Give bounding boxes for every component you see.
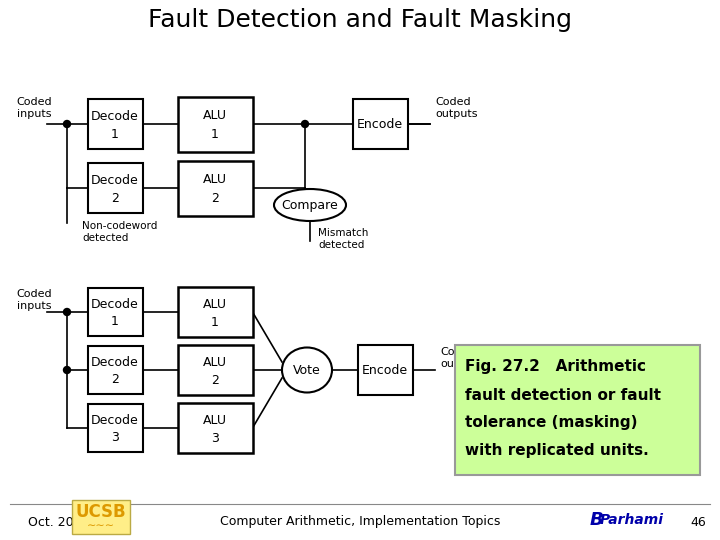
Text: Decode: Decode [91, 174, 139, 187]
Bar [88, 288, 143, 336]
Text: Decode: Decode [91, 414, 139, 427]
Text: Fig. 27.2   Arithmetic: Fig. 27.2 Arithmetic [465, 360, 646, 375]
Text: ALU: ALU [203, 356, 227, 369]
Bar [353, 99, 408, 149]
Text: 2: 2 [111, 192, 119, 205]
Text: 2: 2 [111, 373, 119, 386]
Text: outputs: outputs [440, 359, 482, 369]
Text: 2: 2 [211, 374, 219, 387]
Text: B: B [590, 511, 604, 529]
Text: detected: detected [82, 233, 128, 243]
Text: Fault Detection and Fault Masking: Fault Detection and Fault Masking [148, 8, 572, 32]
Bar [88, 346, 143, 394]
Circle shape [63, 308, 71, 315]
Text: ∼∼∼: ∼∼∼ [87, 521, 115, 530]
Text: inputs: inputs [17, 301, 52, 311]
Text: 3: 3 [211, 431, 219, 444]
Bar [178, 160, 253, 215]
Text: Non-codeword: Non-codeword [82, 221, 158, 231]
Text: 1: 1 [211, 129, 219, 141]
Text: ALU: ALU [203, 298, 227, 311]
Text: 3: 3 [111, 431, 119, 444]
Text: Decode: Decode [91, 298, 139, 311]
Bar [358, 345, 413, 395]
Text: Encode: Encode [362, 363, 408, 376]
Text: 2: 2 [211, 192, 219, 206]
Text: detected: detected [318, 240, 364, 250]
Text: tolerance (masking): tolerance (masking) [465, 415, 637, 430]
Text: fault detection or fault: fault detection or fault [465, 388, 661, 402]
Text: UCSB: UCSB [76, 503, 126, 521]
Text: outputs: outputs [435, 109, 477, 119]
Bar [178, 287, 253, 337]
Text: Compare: Compare [282, 199, 338, 212]
Bar [88, 163, 143, 213]
Circle shape [302, 120, 308, 127]
Text: 1: 1 [111, 127, 119, 140]
Text: Vote: Vote [293, 363, 321, 376]
Text: with replicated units.: with replicated units. [465, 443, 649, 458]
Text: Oct. 2005: Oct. 2005 [28, 516, 89, 529]
Text: Encode: Encode [357, 118, 403, 131]
Text: inputs: inputs [17, 109, 52, 119]
Bar [178, 403, 253, 453]
Text: 46: 46 [690, 516, 706, 529]
Text: ALU: ALU [203, 109, 227, 122]
FancyBboxPatch shape [72, 500, 130, 534]
Text: Coded: Coded [440, 347, 476, 357]
FancyBboxPatch shape [455, 345, 700, 475]
Text: Computer Arithmetic, Implementation Topics: Computer Arithmetic, Implementation Topi… [220, 516, 500, 529]
Text: ALU: ALU [203, 173, 227, 186]
Text: Coded: Coded [17, 97, 52, 107]
Circle shape [63, 120, 71, 127]
Text: Coded: Coded [17, 289, 52, 299]
Circle shape [63, 367, 71, 374]
Ellipse shape [282, 348, 332, 393]
Text: 1: 1 [111, 315, 119, 328]
Text: Decode: Decode [91, 356, 139, 369]
Text: Coded: Coded [435, 97, 471, 107]
Bar [178, 97, 253, 152]
Bar [178, 345, 253, 395]
Text: ALU: ALU [203, 414, 227, 427]
Bar [88, 404, 143, 452]
Ellipse shape [274, 189, 346, 221]
Text: 1: 1 [211, 315, 219, 328]
Bar [88, 99, 143, 149]
Text: Decode: Decode [91, 110, 139, 123]
Text: Parhami: Parhami [600, 513, 664, 527]
Text: Mismatch: Mismatch [318, 228, 369, 238]
